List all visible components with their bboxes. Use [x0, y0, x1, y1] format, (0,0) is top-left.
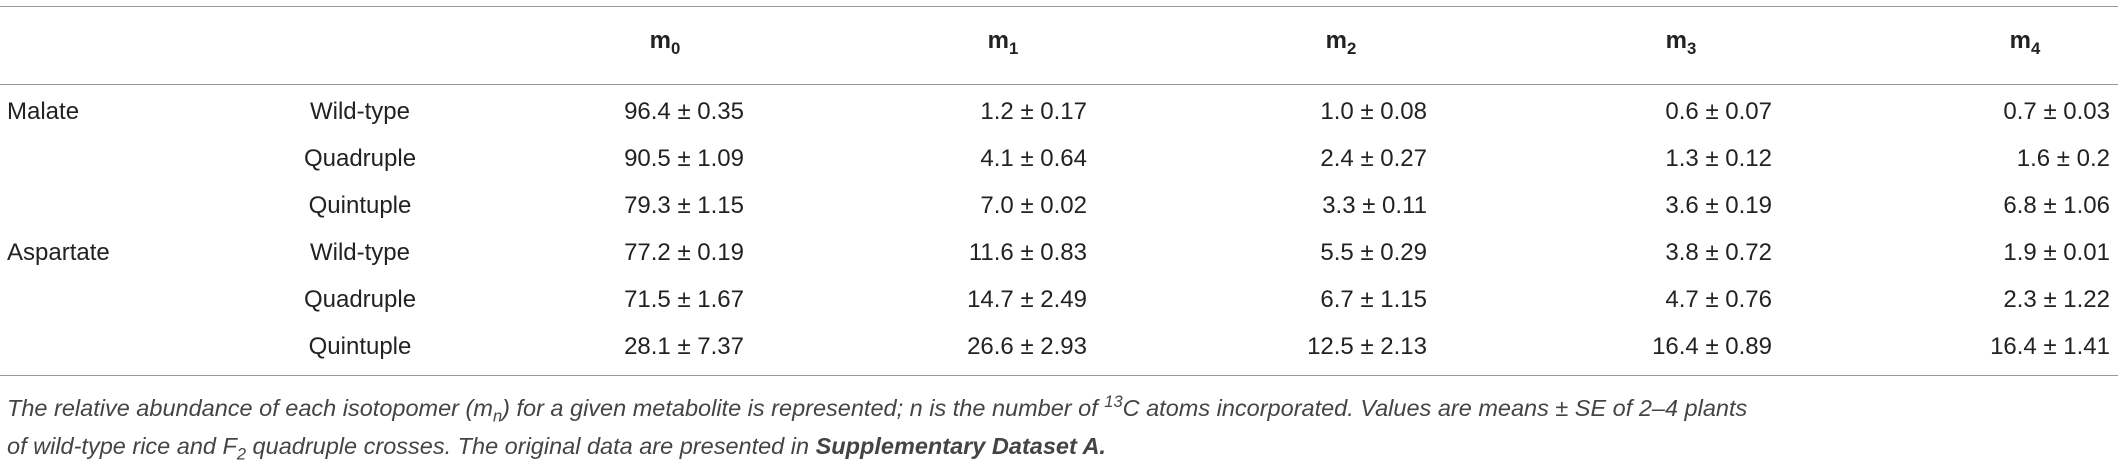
- value-cell: 1.2 ± 0.17: [980, 98, 1087, 125]
- genotype: Quintuple: [308, 192, 412, 219]
- value-cell: 96.4 ± 0.35: [624, 98, 744, 125]
- header-subscript: 0: [671, 38, 681, 58]
- caption-text: of wild-type rice and F: [7, 433, 237, 459]
- caption-text: quadruple crosses. The original data are…: [246, 433, 816, 459]
- bottom-rule: [0, 375, 2118, 376]
- header-subscript: 4: [2031, 38, 2041, 58]
- caption-text: ) for a given metabolite is represented;…: [502, 395, 1105, 421]
- column-header: m0: [649, 26, 681, 58]
- value-cell: 11.6 ± 0.83: [968, 239, 1087, 266]
- value-cell: 71.5 ± 1.67: [624, 286, 744, 313]
- genotype: Quadruple: [303, 145, 417, 172]
- header-base: m: [1665, 27, 1687, 54]
- column-header: m3: [1665, 26, 1697, 58]
- value-cell: 16.4 ± 0.89: [1652, 333, 1772, 360]
- caption-text: The relative abundance of each isotopome…: [7, 395, 493, 421]
- value-cell: 1.6 ± 0.2: [2016, 145, 2110, 172]
- value-cell: 1.0 ± 0.08: [1320, 98, 1427, 125]
- value-cell: 79.3 ± 1.15: [624, 192, 744, 219]
- caption-line: The relative abundance of each isotopome…: [7, 393, 1748, 426]
- genotype: Quintuple: [308, 333, 412, 360]
- value-cell: 28.1 ± 7.37: [624, 333, 744, 360]
- value-cell: 6.7 ± 1.15: [1320, 286, 1427, 313]
- value-cell: 4.7 ± 0.76: [1665, 286, 1772, 313]
- caption-text: 13: [1104, 393, 1123, 412]
- header-subscript: 1: [1009, 38, 1019, 58]
- value-cell: 6.8 ± 1.06: [2003, 192, 2110, 219]
- value-cell: 2.3 ± 1.22: [2003, 286, 2110, 313]
- header-subscript: 2: [1347, 38, 1357, 58]
- value-cell: 1.3 ± 0.12: [1665, 145, 1772, 172]
- value-cell: 0.6 ± 0.07: [1665, 98, 1772, 125]
- top-rule: [0, 6, 2118, 7]
- value-cell: 90.5 ± 1.09: [624, 145, 744, 172]
- value-cell: 5.5 ± 0.29: [1320, 239, 1427, 266]
- caption-text: C atoms incorporated. Values are means ±…: [1122, 395, 1748, 421]
- header-subscript: 3: [1687, 38, 1697, 58]
- value-cell: 3.3 ± 0.11: [1322, 192, 1427, 219]
- caption-text: n: [492, 407, 503, 426]
- value-cell: 2.4 ± 0.27: [1320, 145, 1427, 172]
- value-cell: 0.7 ± 0.03: [2003, 98, 2110, 125]
- value-cell: 16.4 ± 1.41: [1990, 333, 2110, 360]
- value-cell: 77.2 ± 0.19: [624, 239, 744, 266]
- value-cell: 3.6 ± 0.19: [1665, 192, 1772, 219]
- genotype: Wild-type: [309, 98, 411, 125]
- caption-text: Supplementary Dataset A.: [815, 433, 1106, 459]
- value-cell: 12.5 ± 2.13: [1307, 333, 1427, 360]
- caption-text: 2: [236, 445, 247, 464]
- header-base: m: [987, 27, 1009, 54]
- column-header: m4: [2009, 26, 2041, 58]
- value-cell: 1.9 ± 0.01: [2003, 239, 2110, 266]
- metabolite: Malate: [7, 98, 80, 125]
- column-header: m1: [987, 26, 1019, 58]
- value-cell: 7.0 ± 0.02: [980, 192, 1087, 219]
- genotype: Quadruple: [303, 286, 417, 313]
- header-base: m: [2009, 27, 2031, 54]
- value-cell: 3.8 ± 0.72: [1665, 239, 1772, 266]
- header-base: m: [1325, 27, 1347, 54]
- value-cell: 14.7 ± 2.49: [967, 286, 1087, 313]
- caption-line: of wild-type rice and F2 quadruple cross…: [7, 431, 1106, 464]
- column-header: m2: [1325, 26, 1357, 58]
- genotype: Wild-type: [309, 239, 411, 266]
- header-base: m: [649, 27, 671, 54]
- value-cell: 4.1 ± 0.64: [980, 145, 1087, 172]
- metabolite: Aspartate: [7, 239, 110, 266]
- value-cell: 26.6 ± 2.93: [967, 333, 1087, 360]
- header-rule: [0, 84, 2118, 85]
